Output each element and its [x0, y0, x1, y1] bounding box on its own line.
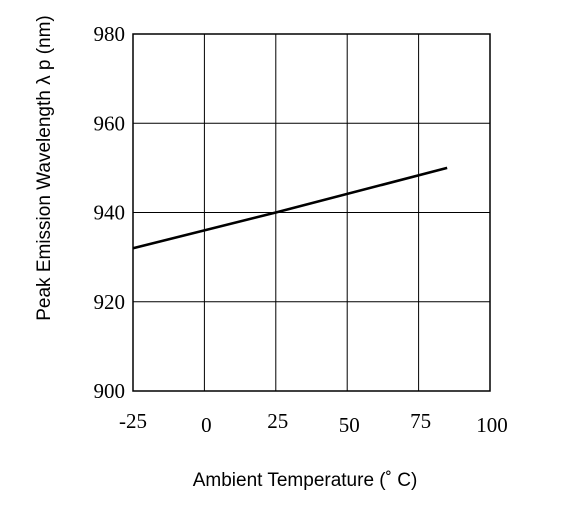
- x-tick-label: -25: [119, 409, 147, 433]
- x-axis-label: Ambient Temperature (˚ C): [193, 470, 418, 491]
- y-tick-label: 960: [94, 111, 126, 135]
- y-axis-label: Peak Emission Wavelength λ p (nm): [34, 15, 55, 321]
- x-tick-label: 50: [339, 413, 360, 437]
- x-tick-label: 0: [201, 413, 212, 437]
- grid-lines: [133, 34, 490, 391]
- y-tick-labels: 900 920 940 960 980: [94, 22, 126, 403]
- x-tick-label: 100: [476, 413, 508, 437]
- series-lines: [132, 166, 448, 250]
- x-tick-label: 25: [267, 409, 288, 433]
- y-tick-label: 920: [94, 290, 126, 314]
- y-tick-label: 980: [94, 22, 126, 46]
- x-tick-label: 75: [410, 409, 431, 433]
- y-tick-label: 900: [94, 379, 126, 403]
- x-tick-labels: -25 0 25 50 75 100: [119, 409, 508, 437]
- y-tick-label: 940: [94, 201, 126, 225]
- series-line: [132, 166, 448, 250]
- plot-frame: [132, 33, 491, 392]
